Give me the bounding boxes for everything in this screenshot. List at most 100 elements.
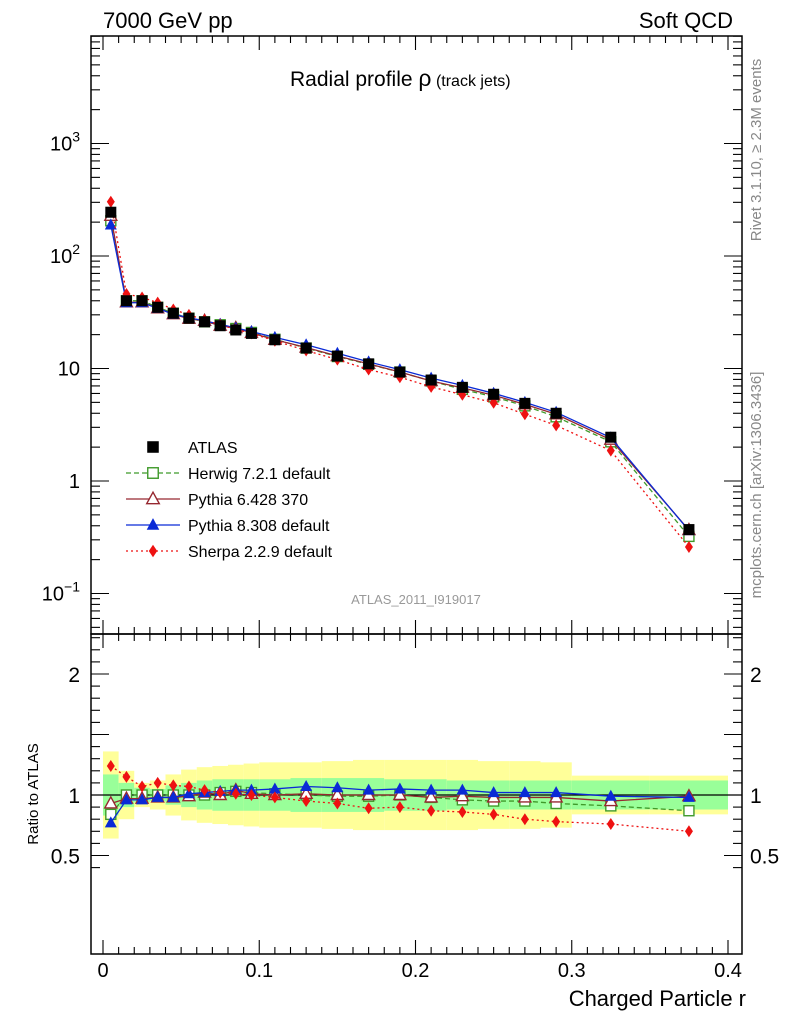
legend-marker	[148, 544, 158, 558]
series-line-main	[110, 224, 690, 531]
ratio-point	[395, 801, 404, 814]
y-tick-label: 103	[50, 129, 80, 156]
legend-entry: Pythia 6.428 370	[126, 490, 308, 509]
data-point	[683, 524, 695, 536]
y-tick-label: 1	[69, 471, 80, 493]
ratio-point	[138, 780, 147, 793]
ratio-point	[122, 770, 131, 783]
ratio-point	[423, 789, 439, 803]
legend: ATLAS Herwig 7.2.1 default Pythia 6.428 37…	[126, 440, 333, 561]
ratio-y-tick-label-right: 0.5	[750, 846, 779, 869]
ratio-point	[606, 818, 615, 831]
ratio-point	[489, 808, 498, 821]
series-line-ratio	[110, 785, 689, 824]
ratio-point	[682, 790, 695, 802]
ratio-point	[683, 805, 695, 817]
y-tick-label: 10	[58, 359, 80, 381]
legend-entry: Herwig 7.2.1 default	[126, 466, 331, 483]
ratio-point	[604, 789, 617, 801]
side-label-mcplots: mcplots.cern.ch [arXiv:1306.3436]	[748, 372, 765, 599]
data-point	[183, 312, 195, 324]
ratio-point	[136, 793, 149, 805]
chart-title: Radial profile ρ (track jets)	[290, 65, 511, 91]
ratio-point	[182, 787, 195, 799]
ratio-point	[106, 759, 115, 772]
ratio-y-tick-label-right: 1	[750, 785, 762, 808]
series-line-ratio	[110, 765, 689, 832]
data-point	[552, 419, 561, 432]
ratio-point	[550, 786, 563, 798]
ratio-point	[216, 786, 225, 799]
energy-label: 7000 GeV pp	[103, 8, 233, 33]
ratio-y-axis-label: Ratio to ATLAS	[25, 743, 42, 844]
ratio-point	[518, 786, 531, 798]
ratio-point	[333, 797, 342, 810]
ratio-y-tick-label: 2	[68, 664, 80, 687]
ratio-point	[169, 779, 178, 792]
ratio-y-tick-label: 0.5	[51, 846, 80, 869]
ratio-point	[231, 787, 240, 800]
ratio-point	[184, 780, 193, 793]
data-point	[394, 366, 406, 378]
legend-marker	[146, 518, 160, 530]
data-point	[230, 324, 242, 336]
data-point	[105, 206, 117, 218]
series-line-ratio	[110, 790, 689, 815]
data-point	[519, 397, 531, 409]
series-atlas	[105, 206, 695, 536]
ratio-point	[331, 781, 344, 793]
y-tick-label: 10−1	[42, 579, 80, 606]
data-point	[199, 316, 211, 328]
data-point	[605, 431, 617, 443]
data-point	[489, 396, 498, 409]
ratio-point	[427, 804, 436, 817]
data-point	[550, 407, 562, 419]
x-tick-label: 0.4	[714, 960, 742, 982]
ratio-point	[552, 815, 561, 828]
ratio-point	[302, 795, 311, 808]
data-point	[300, 342, 312, 354]
ratio-point	[300, 780, 313, 792]
legend-label: Herwig 7.2.1 default	[188, 466, 331, 483]
ratio-point	[151, 790, 164, 802]
data-point	[269, 334, 281, 346]
data-point	[456, 381, 468, 393]
ratio-point	[487, 786, 500, 798]
ratio-point	[362, 783, 375, 795]
ratio-point	[270, 791, 279, 804]
data-point	[104, 218, 117, 230]
data-point	[245, 327, 257, 339]
ratio-point	[455, 788, 470, 802]
title-symbol: ρ	[418, 65, 431, 91]
data-point	[363, 358, 375, 370]
legend-entry: Sherpa 2.2.9 default	[126, 544, 333, 561]
ratio-point	[103, 795, 118, 809]
ratio-point	[247, 789, 256, 801]
ratio-y-tick-label: 1	[68, 785, 80, 808]
data-point	[684, 541, 693, 554]
ratio-y-tick-label-right: 2	[750, 664, 762, 687]
x-tick-label: 0	[97, 960, 108, 982]
legend-label: ATLAS	[188, 440, 238, 457]
ratio-point	[520, 813, 529, 826]
data-point	[331, 350, 343, 362]
data-point	[488, 388, 500, 400]
legend-label: Sherpa 2.2.9 default	[188, 544, 333, 561]
title-main: Radial profile	[290, 68, 418, 91]
series-layer	[103, 195, 697, 838]
ratio-point	[456, 783, 469, 795]
side-label-rivet: Rivet 3.1.10, ≥ 2.3M events	[748, 59, 765, 242]
legend-entry: ATLAS	[147, 440, 238, 457]
data-point	[214, 320, 226, 332]
ratio-point	[104, 816, 117, 828]
data-point	[120, 295, 132, 307]
ratio-point	[268, 782, 281, 794]
data-point	[167, 307, 179, 319]
ratio-point	[425, 783, 438, 795]
ratio-point	[392, 787, 408, 801]
ratio-point	[393, 782, 406, 794]
legend-label: Pythia 8.308 default	[188, 518, 330, 535]
ratio-point	[458, 805, 467, 818]
